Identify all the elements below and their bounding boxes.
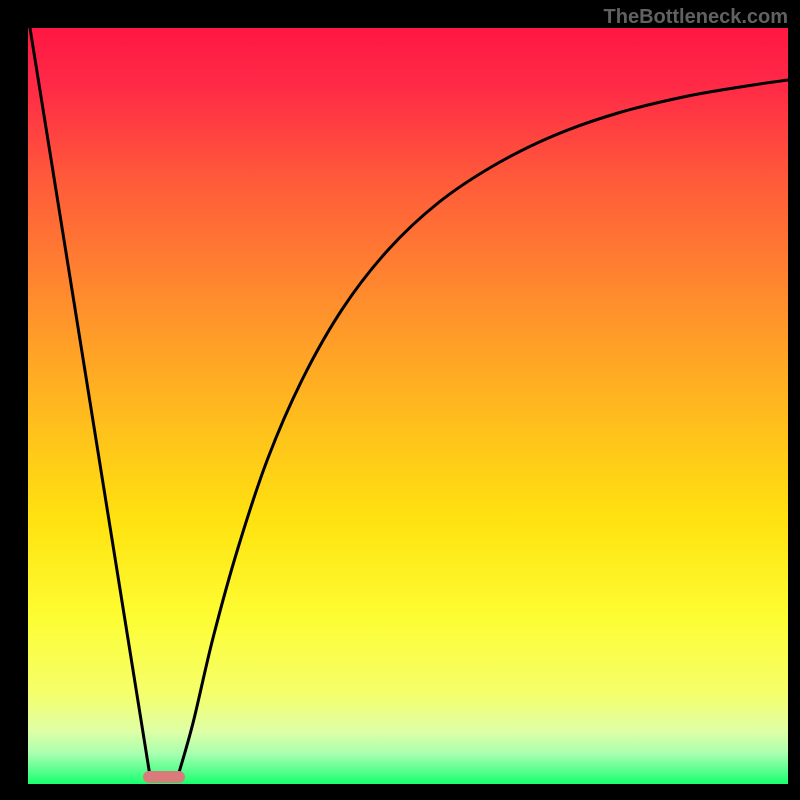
curve-left-line: [30, 28, 150, 776]
curve-overlay: [28, 28, 788, 784]
bottleneck-marker: [143, 771, 185, 783]
curve-right-path: [178, 80, 788, 776]
watermark-text: TheBottleneck.com: [604, 6, 788, 29]
chart-area: [28, 28, 788, 784]
